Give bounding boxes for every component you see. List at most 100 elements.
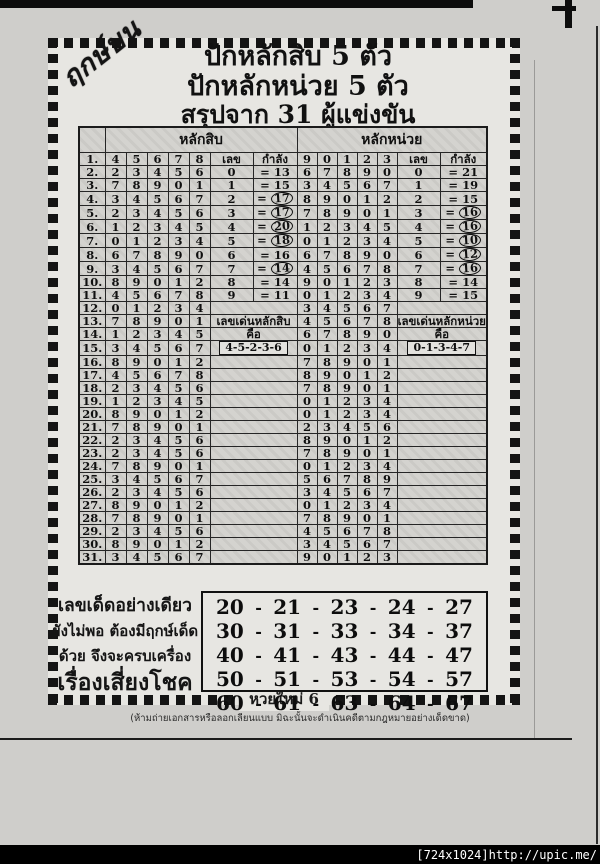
tens-digit-cell: 2	[104, 433, 127, 447]
units-digit-cell: 8	[316, 446, 338, 460]
units-digit-cell: 1	[336, 275, 358, 289]
tens-digit-cell: 0	[167, 459, 190, 473]
units-highlight-cell	[396, 498, 488, 512]
tens-digit-cell: 6	[188, 165, 211, 179]
units-num-cell: 6	[396, 247, 441, 262]
units-highlight-cell: 0-1-3-4-7	[396, 340, 488, 356]
tens-highlight-cell	[209, 446, 298, 460]
units-digit-cell: 8	[356, 472, 378, 486]
units-digit-cell: 7	[316, 247, 338, 262]
number-row: 30-31-33-34-37	[203, 619, 486, 643]
row-number-cell: 15.	[78, 340, 106, 356]
units-highlight-cell	[396, 446, 488, 460]
tens-digit-cell: 4	[167, 394, 190, 408]
units-highlight-cell	[396, 407, 488, 421]
tens-highlight-cell: 4-5-2-3-6	[209, 340, 298, 356]
tens-digit-cell: 3	[104, 340, 127, 356]
tens-digit-cell: 0	[146, 275, 169, 289]
units-digit-cell: 6	[316, 472, 338, 486]
units-digit-cell: 0	[356, 205, 378, 220]
tens-digit-cell: 0	[167, 420, 190, 434]
tens-digit-cell: 3	[104, 191, 127, 206]
tens-digit-cell: 7	[104, 511, 127, 525]
tens-digit-cell: 5	[125, 368, 148, 382]
tens-digit-cell: 1	[167, 537, 190, 551]
units-highlight-cell	[396, 301, 488, 315]
number-separator: -	[427, 669, 434, 689]
units-digit-cell: 3	[356, 498, 378, 512]
row-number-cell: 24.	[78, 459, 106, 473]
tens-digit-cell: 3	[167, 233, 190, 248]
power-cell: = 15	[439, 288, 488, 302]
table-row: 21. 7 8 9 0 1 2 3 4 5 6	[78, 420, 488, 434]
tens-digit-cell: 9	[146, 314, 169, 328]
number-separator: -	[369, 621, 377, 641]
row-number-cell: 20.	[78, 407, 106, 421]
tens-digit-cell: 2	[146, 233, 169, 248]
units-num-cell: 3	[396, 205, 441, 220]
units-digit-cell: 0	[356, 446, 378, 460]
table-row: 30. 8 9 0 1 2 3 4 5 6 7	[78, 537, 488, 551]
power-cell: = 18	[252, 233, 298, 248]
power-cell: = 15	[439, 191, 488, 206]
table-row: 29. 2 3 4 5 6 4 5 6 7 8	[78, 524, 488, 538]
tens-digit-cell: 4	[167, 219, 190, 234]
tens-digit-cell: 3	[104, 472, 127, 486]
row-number-cell: 13.	[78, 314, 106, 328]
row-number-cell: 21.	[78, 420, 106, 434]
table-row: 12. 0 1 2 3 4 3 4 5 6 7	[78, 301, 488, 315]
units-num-cell: 2	[396, 191, 441, 206]
units-num-cell: 7	[396, 261, 441, 276]
tens-highlight-cell	[209, 394, 298, 408]
tens-digit-cell: 6	[167, 261, 190, 276]
table-row: 18. 2 3 4 5 6 7 8 9 0 1	[78, 381, 488, 395]
tens-digit-cell: 7	[188, 550, 211, 565]
table-row: 22. 2 3 4 5 6 8 9 0 1 2	[78, 433, 488, 447]
units-num-cell: 9	[396, 288, 441, 302]
tens-digit-cell: 0	[167, 178, 190, 192]
table-group-header: หลักสิบ หลักหน่วย	[78, 126, 488, 153]
tens-digit-cell: 9	[167, 247, 190, 262]
number-separator: -	[427, 597, 434, 617]
tens-highlight-cell	[209, 433, 298, 447]
tens-digit-cell: 3	[146, 219, 169, 234]
tens-digit-cell: 9	[146, 420, 169, 434]
tens-num-cell: 1	[209, 178, 254, 192]
tens-digit-cell: 6	[167, 340, 190, 356]
units-digit-cell: 2	[336, 288, 358, 302]
row-number-cell: 8.	[78, 247, 106, 262]
tens-highlight-cell	[209, 524, 298, 538]
units-digit-cell: 9	[356, 327, 378, 341]
tens-digit-cell: 8	[104, 537, 127, 551]
tens-digit-cell: 1	[104, 394, 127, 408]
tens-digit-cell: 4	[188, 233, 211, 248]
tens-digit-cell: 8	[188, 288, 211, 302]
tens-digit-cell: 4	[125, 340, 148, 356]
table-row: 27. 8 9 0 1 2 0 1 2 3 4	[78, 498, 488, 512]
number-separator: -	[369, 597, 377, 617]
units-highlight-cell: เลขเด่นหลักหน่วย	[396, 314, 488, 328]
frame-edge-top	[48, 38, 520, 48]
tens-digit-cell: 5	[167, 524, 190, 538]
units-digit-cell: 2	[376, 191, 398, 206]
tens-digit-cell: 4	[188, 301, 211, 315]
tens-highlight-cell	[209, 355, 298, 369]
number-separator: -	[369, 693, 377, 713]
promo-numbers-box: 20-21-23-24-27 30-31-33-34-37 40-41-43-44-…	[201, 591, 488, 715]
tens-digit-cell: 5	[167, 446, 190, 460]
table-row: 31. 3 4 5 6 7 9 0 1 2 3	[78, 550, 488, 565]
circled-power-value: 12	[458, 248, 482, 261]
units-digit-cell: 8	[316, 355, 338, 369]
tens-digit-cell: 4	[104, 288, 127, 302]
units-digit-cell: 1	[316, 498, 338, 512]
lucky-number: 54	[387, 667, 416, 691]
table-row: 5. 2 3 4 5 6 3 = 17 7 8 9 0 1 3 = 16	[78, 205, 488, 220]
units-digit-cell: 2	[376, 368, 398, 382]
tens-digit-cell: 8	[125, 314, 148, 328]
units-digit-cell: 7	[296, 205, 318, 220]
power-cell: = 12	[439, 247, 488, 262]
tens-digit-cell: 0	[167, 511, 190, 525]
tens-digit-cell: 3	[104, 261, 127, 276]
tens-digit-cell: 2	[188, 407, 211, 421]
tens-digit-cell: 4	[104, 368, 127, 382]
